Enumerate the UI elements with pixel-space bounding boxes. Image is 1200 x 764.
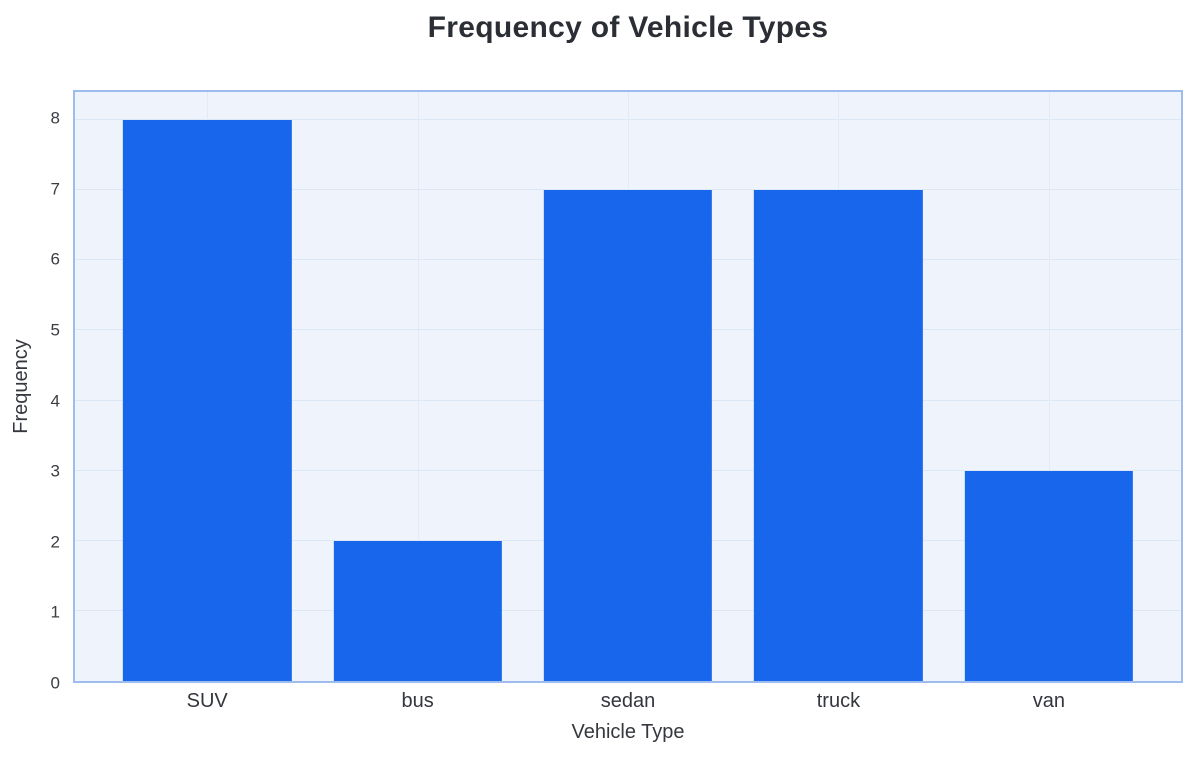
x-tick-label-bus: bus	[401, 690, 434, 712]
x-axis-labels: SUV bus sedan truck van	[75, 690, 1181, 713]
h-gridline-8	[75, 119, 1181, 121]
y-tick-label-1: 1	[50, 602, 60, 622]
y-tick-label-6: 6	[50, 249, 60, 269]
chart-title: Frequency of Vehicle Types	[427, 11, 829, 44]
x-axis-title: Vehicle Type	[571, 721, 685, 743]
bar-sedan	[543, 190, 713, 681]
category-band-SUV	[102, 92, 312, 681]
v-gridline-bus	[417, 92, 419, 681]
bar-bus	[333, 540, 502, 681]
category-band-sedan	[523, 92, 733, 681]
h-gridline-7	[75, 189, 1181, 191]
y-tick-label-3: 3	[50, 461, 60, 481]
bar-truck	[754, 190, 923, 681]
category-band-bus	[312, 92, 522, 681]
y-tick-label-0: 0	[50, 673, 60, 693]
y-tick-label-5: 5	[50, 320, 60, 340]
y-axis-title: Frequency	[0, 90, 42, 683]
y-tick-label-8: 8	[50, 108, 60, 128]
bar-SUV	[123, 120, 292, 681]
x-tick-label-truck: truck	[816, 690, 861, 712]
bars-row	[102, 92, 1154, 681]
y-tick-label-4: 4	[50, 391, 60, 411]
x-tick-label-SUV: SUV	[186, 690, 228, 712]
y-tick-label-7: 7	[50, 179, 60, 199]
y-axis-title-text: Frequency	[9, 339, 32, 434]
bar-van	[964, 470, 1133, 681]
x-tick-label-van: van	[1032, 690, 1065, 712]
y-tick-label-2: 2	[50, 532, 60, 552]
category-band-van	[944, 92, 1154, 681]
v-gridline-van	[1048, 92, 1050, 681]
y-axis-ticks: 0 1 2 3 4 5 6 7 8	[0, 90, 60, 692]
x-tick-label-sedan: sedan	[600, 690, 656, 712]
plot-area	[73, 90, 1183, 683]
category-band-truck	[733, 92, 943, 681]
